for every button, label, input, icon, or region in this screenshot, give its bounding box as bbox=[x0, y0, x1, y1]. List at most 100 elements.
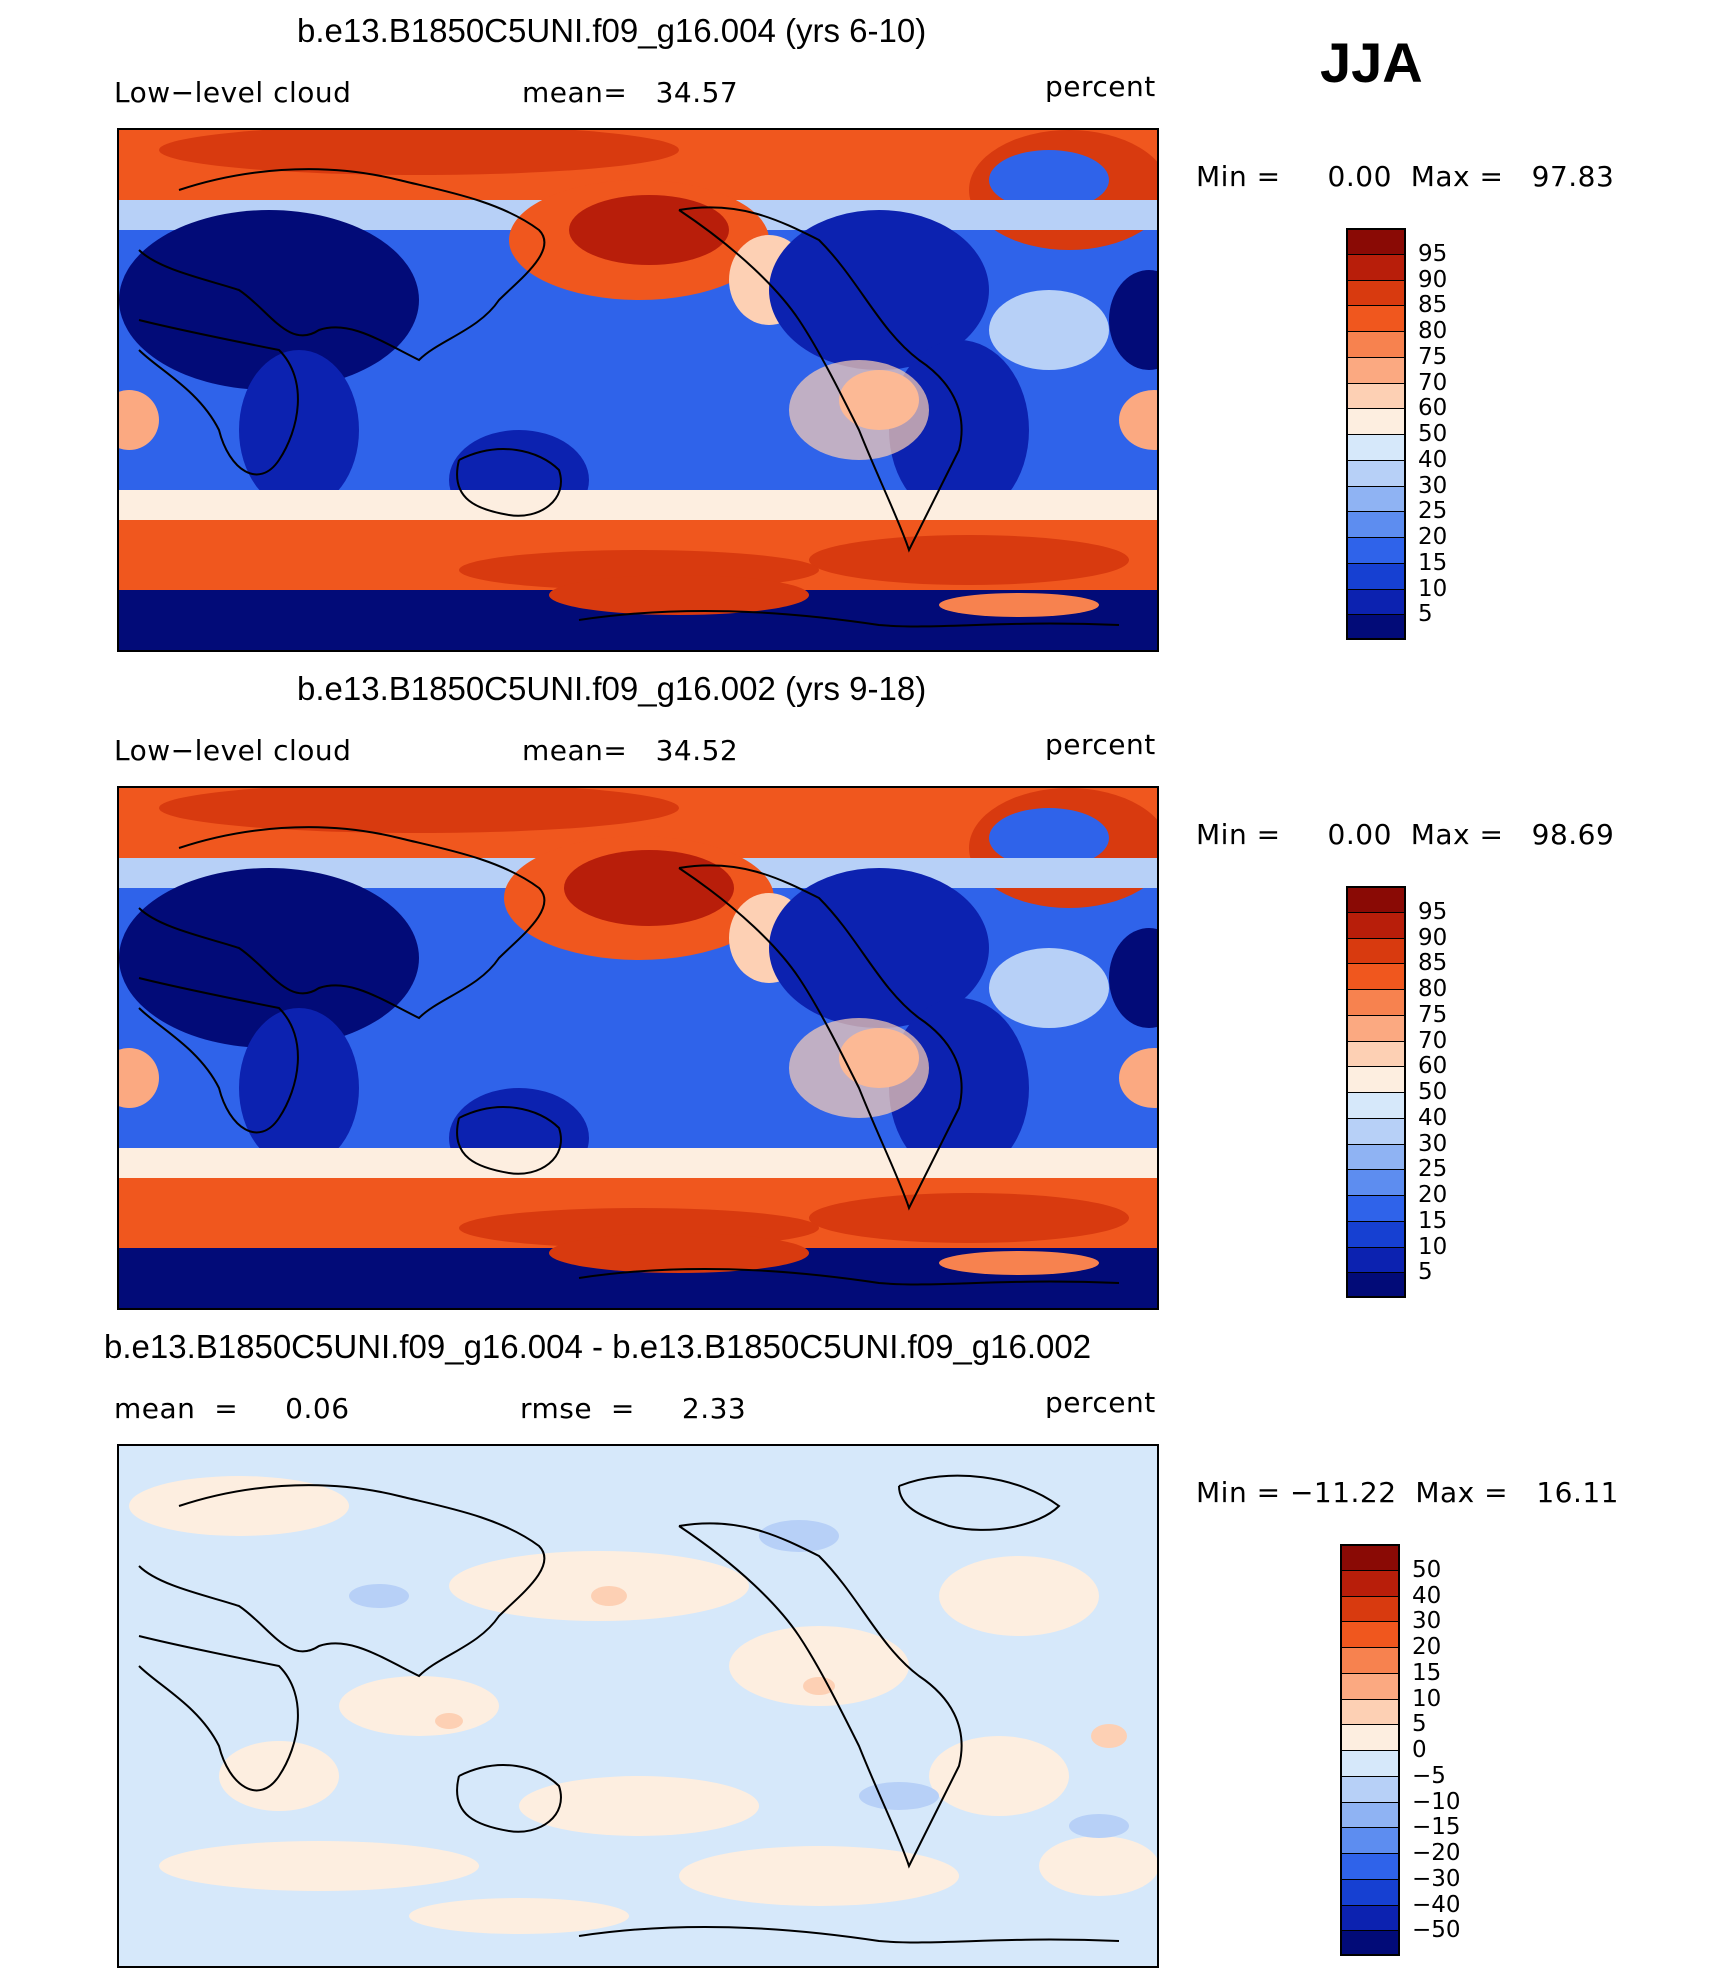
colorbar-tick-label: 5 bbox=[1412, 1711, 1427, 1738]
panel-2-units-label: percent bbox=[1045, 728, 1156, 761]
colorbar-swatch bbox=[1340, 1672, 1400, 1699]
colorbar-tick-label: 40 bbox=[1418, 1104, 1448, 1131]
colorbar-tick-label: 60 bbox=[1418, 1053, 1448, 1080]
panel-1-variable-label: Low−level cloud bbox=[114, 76, 352, 109]
panel-2-variable-label: Low−level cloud bbox=[114, 734, 352, 767]
colorbar-swatch bbox=[1340, 1724, 1400, 1750]
colorbar-swatch bbox=[1346, 511, 1406, 537]
colorbar-tick-label: 50 bbox=[1418, 421, 1448, 447]
colorbar-tick-label: 5 bbox=[1418, 601, 1433, 628]
colorbar-tick-label: 85 bbox=[1418, 950, 1448, 977]
panel-2-map-field bbox=[119, 788, 1157, 1308]
panel-1-title: b.e13.B1850C5UNI.f09_g16.004 (yrs 6-10) bbox=[297, 12, 927, 49]
panel-2-map bbox=[117, 786, 1159, 1310]
colorbar-swatch bbox=[1346, 1169, 1406, 1195]
colorbar-swatch bbox=[1340, 1698, 1400, 1725]
colorbar-swatch bbox=[1340, 1569, 1400, 1596]
colorbar-tick-label: 75 bbox=[1418, 343, 1448, 370]
colorbar-swatch bbox=[1340, 1544, 1400, 1570]
colorbar-tick-label: 20 bbox=[1418, 1182, 1448, 1208]
colorbar-swatch bbox=[1346, 1272, 1406, 1298]
colorbar-swatch bbox=[1340, 1827, 1400, 1853]
colorbar-tick-label: 50 bbox=[1418, 1079, 1448, 1105]
colorbar-tick-label: 25 bbox=[1418, 1156, 1448, 1183]
panel-1-map-field bbox=[119, 130, 1157, 650]
colorbar-tick-label: 90 bbox=[1418, 924, 1448, 951]
colorbar-tick-label: 80 bbox=[1418, 976, 1448, 1002]
colorbar-swatch bbox=[1346, 1220, 1406, 1247]
panel-3-map bbox=[117, 1444, 1159, 1968]
colorbar-swatch bbox=[1346, 279, 1406, 306]
colorbar-tick-label: 30 bbox=[1418, 1130, 1448, 1157]
colorbar-swatch bbox=[1346, 588, 1406, 615]
panel-3-units-label: percent bbox=[1045, 1386, 1156, 1419]
colorbar-swatch bbox=[1346, 886, 1406, 912]
colorbar-tick-label: 50 bbox=[1412, 1556, 1442, 1583]
colorbar-swatch bbox=[1346, 614, 1406, 640]
colorbar-tick-label: 90 bbox=[1418, 266, 1448, 293]
colorbar-swatch bbox=[1340, 1853, 1400, 1879]
colorbar-tick-label: 20 bbox=[1412, 1634, 1442, 1660]
colorbar-swatch bbox=[1340, 1878, 1400, 1905]
colorbar-tick-label: −20 bbox=[1412, 1840, 1461, 1866]
colorbar-tick-label: −10 bbox=[1412, 1788, 1461, 1815]
colorbar-tick-label: 80 bbox=[1418, 318, 1448, 344]
panel-3-rmse-label: rmse = 2.33 bbox=[520, 1392, 747, 1425]
panel-1-colorbar: 95 90 85 80 75 70 60 50 40 30 25 20 15 10 5 bbox=[1346, 228, 1447, 640]
panel-3-mean-label: mean = 0.06 bbox=[114, 1392, 350, 1425]
colorbar-swatch bbox=[1346, 1117, 1406, 1144]
colorbar-tick-label: 10 bbox=[1418, 1233, 1448, 1260]
colorbar-swatch bbox=[1340, 1930, 1400, 1956]
colorbar-swatch bbox=[1346, 537, 1406, 563]
colorbar-swatch bbox=[1346, 459, 1406, 486]
colorbar-tick-label: 40 bbox=[1418, 446, 1448, 473]
season-label: JJA bbox=[1320, 31, 1423, 94]
colorbar-tick-label: 15 bbox=[1418, 549, 1448, 576]
colorbar-tick-label: 85 bbox=[1418, 292, 1448, 319]
colorbar-tick-label: 0 bbox=[1412, 1737, 1427, 1763]
colorbar-tick-label: 30 bbox=[1412, 1608, 1442, 1635]
panel-2-mean-label: mean= 34.52 bbox=[522, 734, 739, 767]
colorbar-swatch bbox=[1346, 331, 1406, 357]
colorbar-tick-label: 95 bbox=[1418, 240, 1448, 267]
colorbar-tick-label: 75 bbox=[1418, 1001, 1448, 1028]
panel-1-map bbox=[117, 128, 1159, 652]
colorbar-swatch bbox=[1346, 1246, 1406, 1273]
colorbar-swatch bbox=[1346, 253, 1406, 280]
colorbar-tick-label: 40 bbox=[1412, 1582, 1442, 1609]
colorbar-swatch bbox=[1340, 1595, 1400, 1622]
panel-1-mean-label: mean= 34.57 bbox=[522, 76, 739, 109]
colorbar-swatch bbox=[1346, 356, 1406, 383]
colorbar-swatch bbox=[1346, 434, 1406, 460]
colorbar-swatch bbox=[1346, 937, 1406, 964]
colorbar-swatch bbox=[1346, 485, 1406, 512]
colorbar-tick-label: −5 bbox=[1412, 1762, 1446, 1789]
colorbar-swatch bbox=[1346, 1143, 1406, 1170]
colorbar-swatch bbox=[1346, 408, 1406, 434]
colorbar-swatch bbox=[1340, 1904, 1400, 1931]
colorbar-swatch bbox=[1346, 1195, 1406, 1221]
colorbar-swatch bbox=[1346, 382, 1406, 409]
panel-1-units-label: percent bbox=[1045, 70, 1156, 103]
colorbar-swatch bbox=[1346, 305, 1406, 331]
colorbar-tick-label: −30 bbox=[1412, 1865, 1461, 1892]
colorbar-tick-label: 95 bbox=[1418, 898, 1448, 925]
colorbar-tick-label: 25 bbox=[1418, 498, 1448, 525]
colorbar-swatch bbox=[1346, 963, 1406, 989]
colorbar-tick-label: 10 bbox=[1418, 575, 1448, 602]
colorbar-swatch bbox=[1340, 1775, 1400, 1802]
colorbar-swatch bbox=[1340, 1750, 1400, 1776]
colorbar-tick-label: −40 bbox=[1412, 1891, 1461, 1918]
panel-3-title: b.e13.B1850C5UNI.f09_g16.004 - b.e13.B18… bbox=[104, 1328, 1092, 1365]
colorbar-tick-label: 60 bbox=[1418, 395, 1448, 422]
colorbar-swatch bbox=[1346, 562, 1406, 589]
colorbar-tick-label: 70 bbox=[1418, 1027, 1448, 1054]
colorbar-tick-label: 20 bbox=[1418, 524, 1448, 550]
colorbar-tick-label: 5 bbox=[1418, 1259, 1433, 1286]
panel-3-colorbar: 50 40 30 20 15 10 5 0 −5 −10 −15 −20 −30 −40 −50 bbox=[1340, 1544, 1461, 1956]
colorbar-swatch bbox=[1346, 1066, 1406, 1092]
panel-2-minmax: Min = 0.00 Max = 98.69 bbox=[1196, 818, 1615, 851]
colorbar-swatch bbox=[1346, 1014, 1406, 1041]
colorbar-tick-label: 30 bbox=[1418, 472, 1448, 499]
colorbar-swatch bbox=[1340, 1621, 1400, 1647]
